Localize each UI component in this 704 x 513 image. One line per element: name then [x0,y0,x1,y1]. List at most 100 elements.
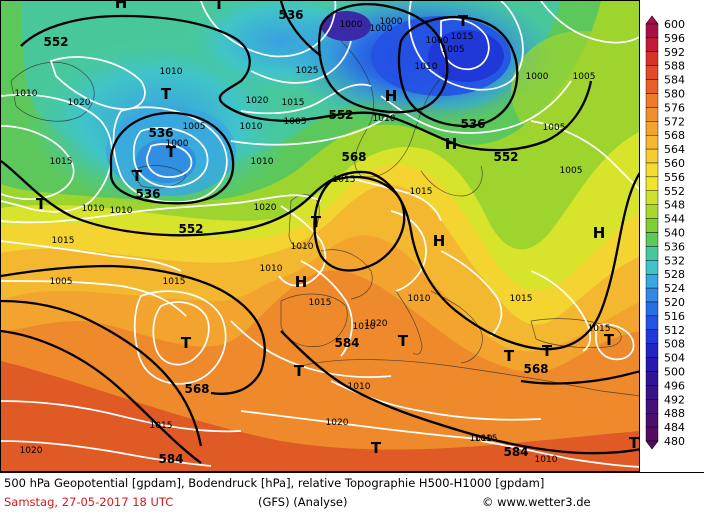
weather-map: 1010 1020 1010 1005 1000 1015 1025 1020 1010 1015… [1,1,639,471]
isobar-label: 1025 [296,66,319,76]
legend-swatch [645,301,659,317]
caption-credit: © www.wetter3.de [482,495,591,509]
isobar-labels: 1010 1020 1010 1005 1000 1015 1025 1020 1010 1015… [15,17,611,465]
legend-swatch [645,93,659,108]
legend-value: 540 [664,227,685,240]
legend-swatch [645,37,659,53]
coast-scandinavia [340,40,452,178]
legend-value: 480 [664,435,685,448]
isobar-label: 1010 [408,294,431,304]
isobar-label: 1010 [353,322,376,332]
legend-value: 564 [664,143,685,156]
legend-value: 544 [664,213,685,226]
isobar-line [340,175,442,222]
geopotential-label: 568 [523,362,548,376]
geopotential-label: 536 [148,126,173,140]
legend-value: 576 [664,101,685,114]
legend-swatch [645,315,659,330]
isobar-line [1,400,242,433]
isobar-label: 1000 [380,17,403,27]
isobar-line [240,83,372,115]
legend-swatch [645,162,659,178]
isobar-label: 1020 [326,418,349,428]
geopotential-label: 536 [278,8,303,22]
contour-584-east [520,370,639,385]
legend-swatch [645,357,659,372]
low-pressure-marker: T [181,334,192,352]
legend-swatch [645,65,659,80]
low-pressure-marker: T [36,195,47,213]
isobar-label: 1005 [543,123,566,133]
isobar-label: 1005 [442,45,465,55]
isobar-line [440,250,503,337]
caption-model: (GFS) (Analyse) [258,495,348,509]
isobar-label: 1010 [348,382,371,392]
isobar-label: 1020 [246,96,269,106]
geopotential-label: 552 [178,222,203,236]
legend-value: 556 [664,171,685,184]
legend-swatch [645,399,659,414]
isobar-line [1,440,212,467]
high-pressure-marker: H [385,87,398,105]
caption-description: 500 hPa Geopotential [gpdam], Bodendruck… [4,476,545,490]
geopotential-label: 536 [135,187,160,201]
isobar-label: 1010 [535,455,558,465]
legend-value: 488 [664,407,685,420]
isobar-label: 1020 [254,203,277,213]
legend-value: 536 [664,240,685,253]
legend-swatch [645,218,659,233]
legend-value: 520 [664,296,685,309]
isobar-label: 1015 [150,421,173,431]
isobar-label: 1015 [163,277,186,287]
isobar-label: 1015 [410,187,433,197]
contour-536-west [109,111,235,205]
legend-value: 492 [664,393,685,406]
weather-map-panel: 1010 1020 1010 1005 1000 1015 1025 1020 1010 1015… [0,0,640,472]
legend-swatch [645,287,659,303]
legend-swatch [645,190,659,205]
contour-552-lower [1,160,372,237]
isobar-line [595,323,635,361]
legend-swatch [645,385,659,400]
isobar-line [230,110,397,146]
legend-value: 580 [664,88,685,101]
isobar-label: 1010 [415,62,438,72]
pressure-center-markers: T T T T T T T T T T T T T T T H H H H H H [36,1,639,457]
isobar-label: 1005 [573,72,596,82]
isobar-label: 1000 [526,72,549,82]
legend-arrow-bottom [645,440,659,450]
isobar-line [49,56,146,110]
legend-value: 516 [664,310,685,323]
isobar-line [480,440,639,468]
low-pressure-marker: T [604,331,615,349]
legend-value: 548 [664,199,685,212]
isobar-label: 1010 [15,89,38,99]
legend-value: 524 [664,282,685,295]
legend-swatch [645,426,659,442]
isobar-label: 1005 [284,117,307,127]
isobar-line [240,410,482,440]
isobar-label: 1020 [20,446,43,456]
isobar-label: 1000 [370,24,393,34]
isobar-line [152,301,210,366]
contour-552-main [20,14,593,152]
coast-iceland [130,165,187,189]
low-pressure-marker: T [132,167,143,185]
low-pressure-marker: T [166,143,177,161]
legend-value: 532 [664,254,685,267]
coast-turkey [530,318,622,348]
legend-swatch [645,23,659,39]
isobar-label: 1015 [475,434,498,444]
isobar-line [300,260,353,357]
contour-552-north [279,1,322,57]
geopotential-label: 552 [493,150,518,164]
legend-value: 568 [664,129,685,142]
color-scale-legend: 600 596 592 588 584 580 576 572 568 564 560 556 552 5… [640,0,704,472]
isobar-label: 1015 [333,175,356,185]
legend-value: 552 [664,185,685,198]
geopotential-label: 568 [184,382,209,396]
isobar-label: 1015 [510,294,533,304]
legend-value: 500 [664,366,685,379]
legend-value: 596 [664,32,685,45]
legend-value: 496 [664,379,685,392]
